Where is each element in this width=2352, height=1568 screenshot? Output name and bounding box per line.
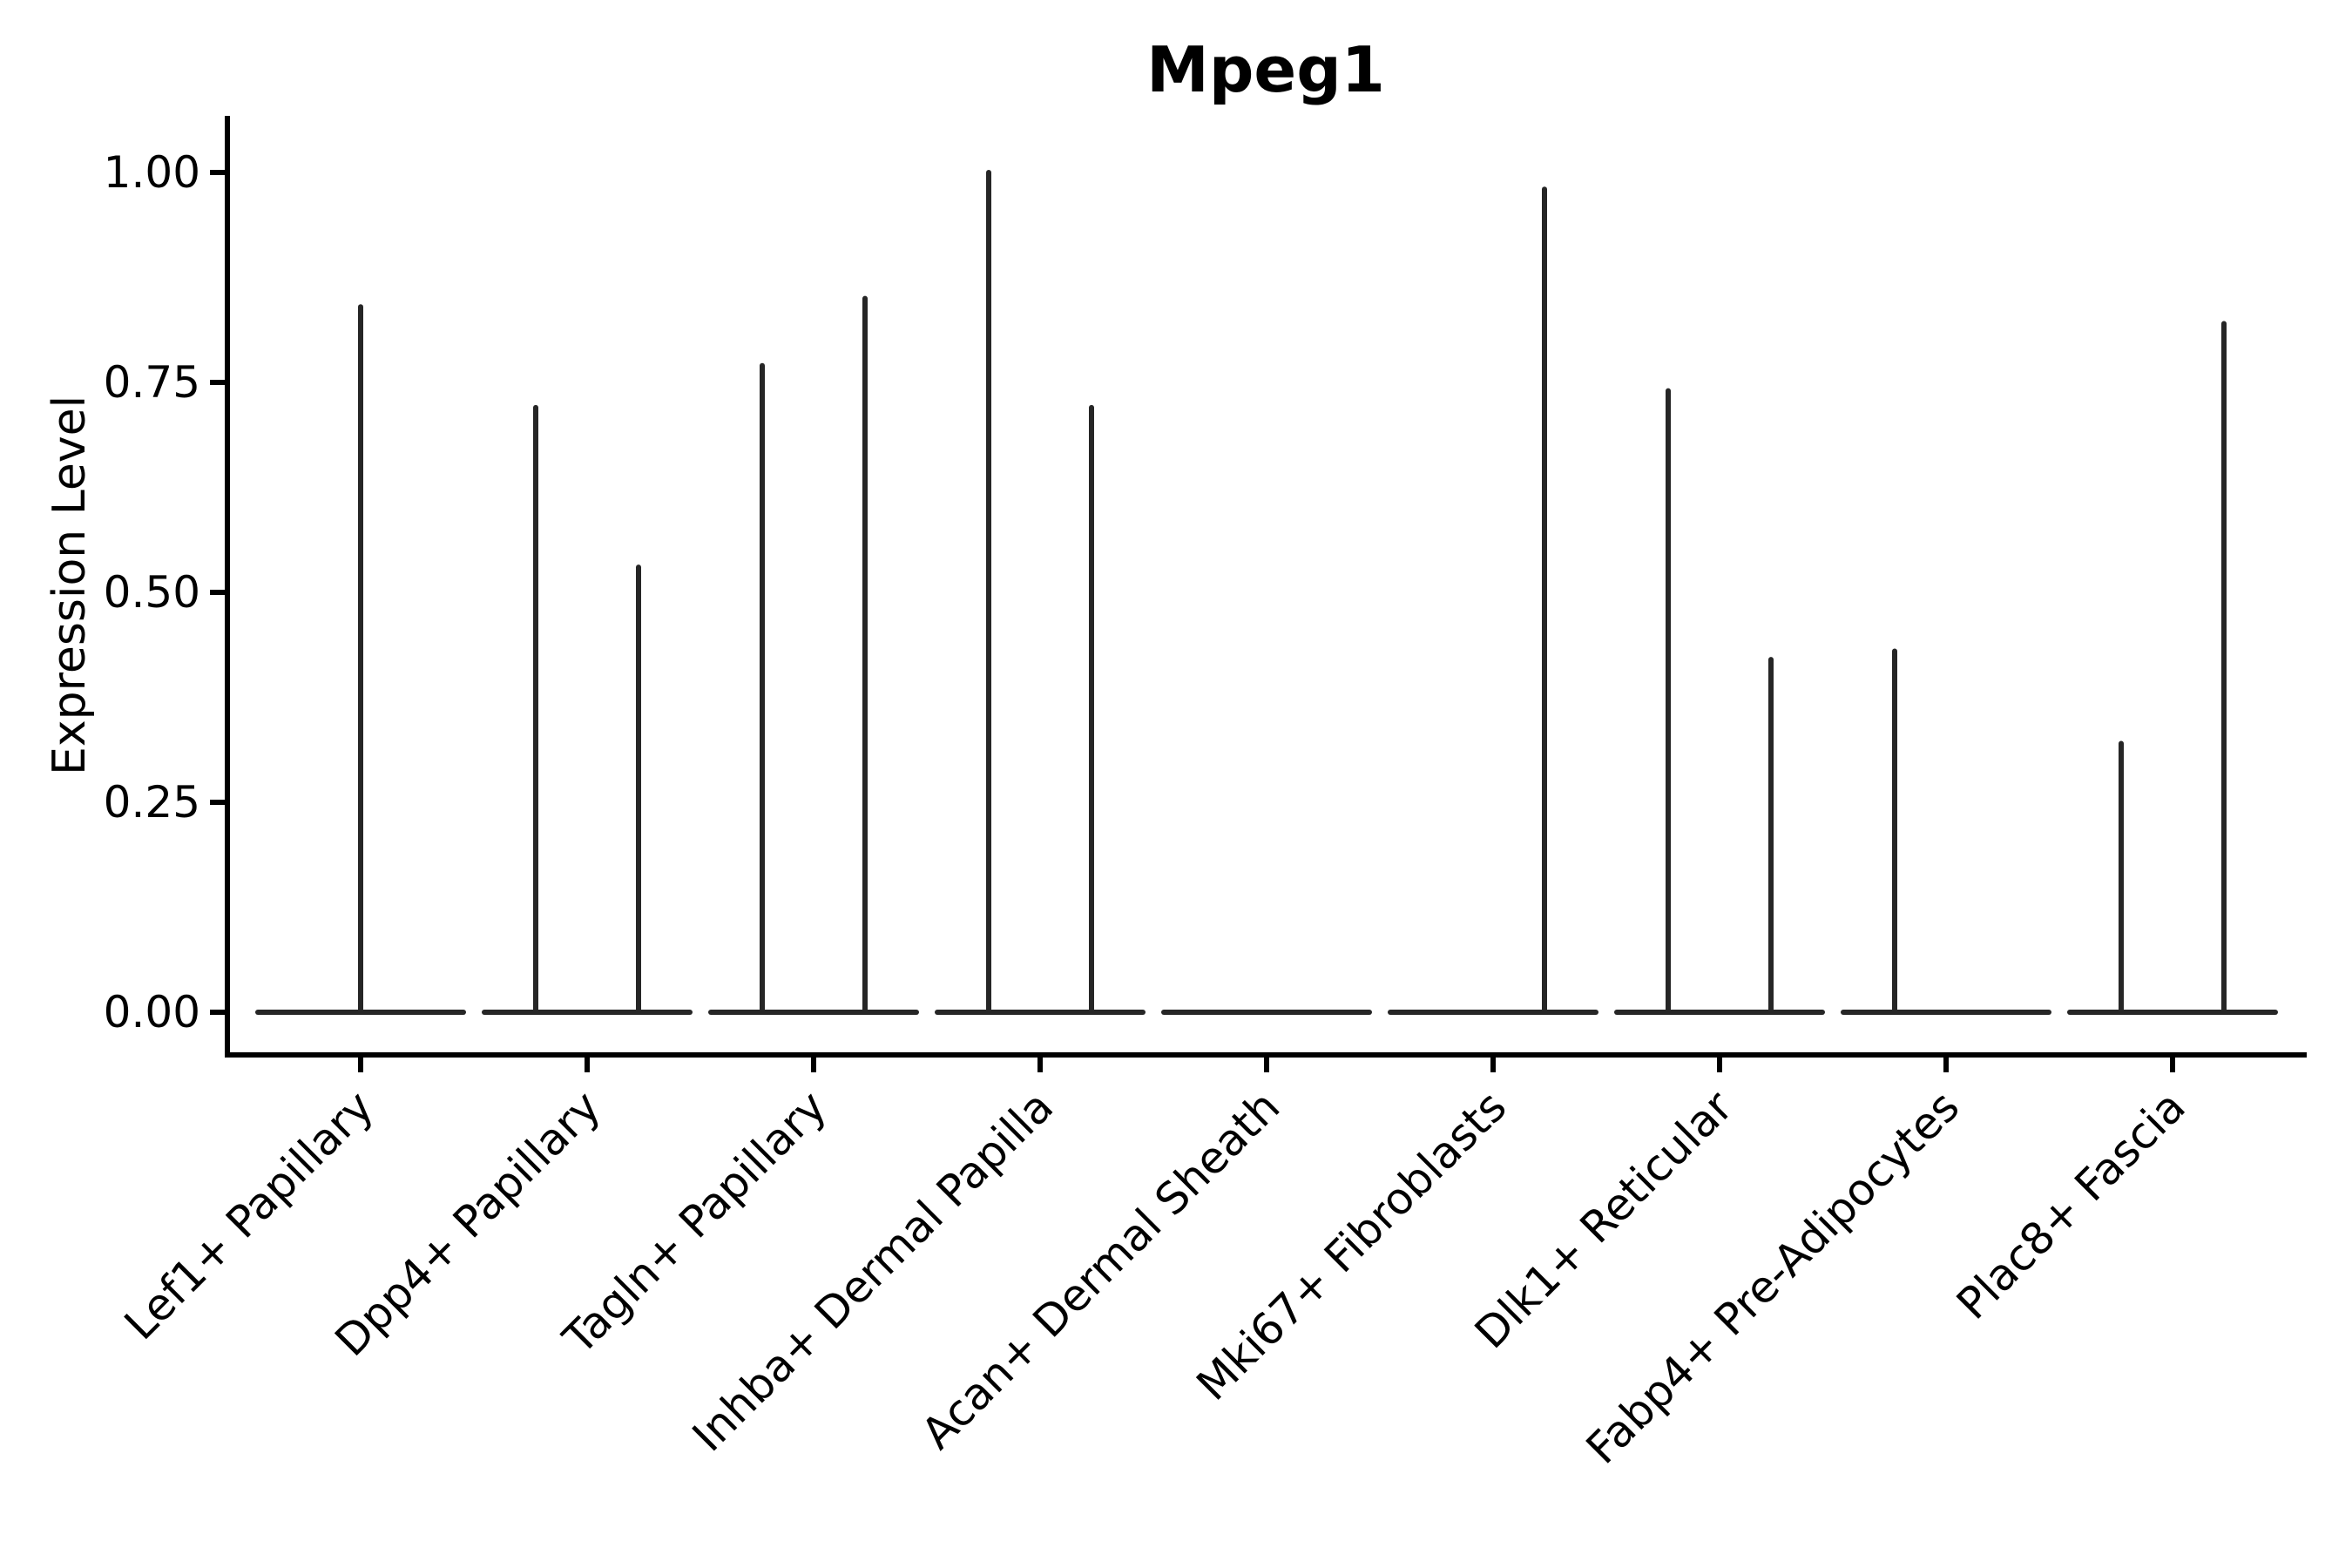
y-tick-label: 0.50: [103, 567, 200, 618]
chart-title: Mpeg1: [1146, 33, 1385, 106]
y-tick-label: 0.25: [103, 777, 200, 828]
y-tick-label: 0.00: [103, 987, 200, 1037]
y-tick-label: 0.75: [103, 357, 200, 408]
y-tick-label: 1.00: [103, 147, 200, 198]
